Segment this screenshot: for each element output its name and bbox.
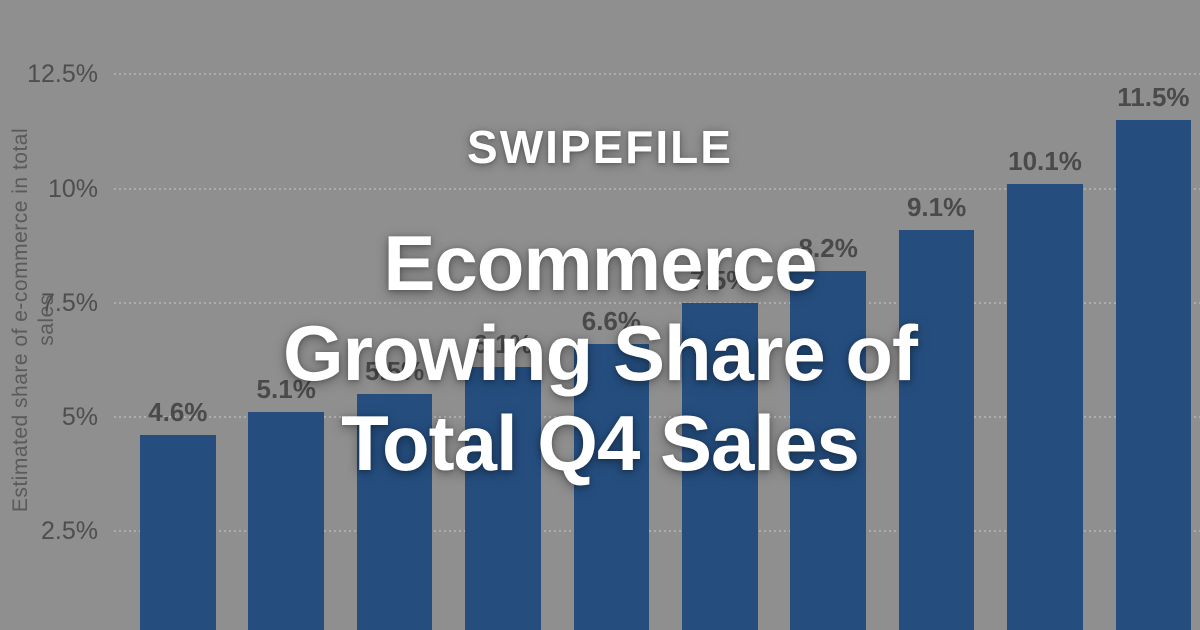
y-tick-label: 5% — [61, 402, 98, 431]
bar-value-label: 8.2% — [798, 232, 858, 263]
bar — [356, 394, 433, 630]
gridline — [114, 415, 1200, 418]
y-tick-label: 7.5% — [41, 288, 98, 317]
gridline — [114, 73, 1200, 76]
bar — [898, 229, 975, 630]
gridline — [114, 187, 1200, 190]
bar-value-label: 11.5% — [1117, 81, 1190, 112]
y-tick-label: 10% — [47, 174, 98, 203]
bar — [1007, 183, 1083, 630]
bar-value-label: 6.1% — [473, 328, 533, 359]
y-tick-label: 12.5% — [27, 60, 98, 89]
y-tick-label: 2.5% — [41, 517, 98, 546]
gridline — [114, 530, 1200, 533]
bar-value-label: 10.1% — [1008, 145, 1082, 176]
bar-value-label: 6.6% — [581, 305, 642, 336]
y-axis-title: Estimated share of e-commerce in total s… — [9, 127, 58, 513]
bar — [1115, 119, 1192, 630]
bar — [573, 343, 650, 630]
bar-value-label: 7.5% — [690, 264, 750, 295]
bar — [682, 302, 758, 630]
bar-value-label: 9.1% — [906, 191, 967, 222]
bar-value-label: 5.5% — [364, 356, 425, 387]
gridline — [114, 301, 1200, 304]
bar — [248, 412, 324, 630]
bar — [790, 270, 866, 630]
bar — [140, 435, 216, 630]
bar — [465, 366, 541, 630]
bar-value-label: 5.1% — [256, 374, 316, 405]
bar-value-label: 4.6% — [148, 397, 208, 428]
